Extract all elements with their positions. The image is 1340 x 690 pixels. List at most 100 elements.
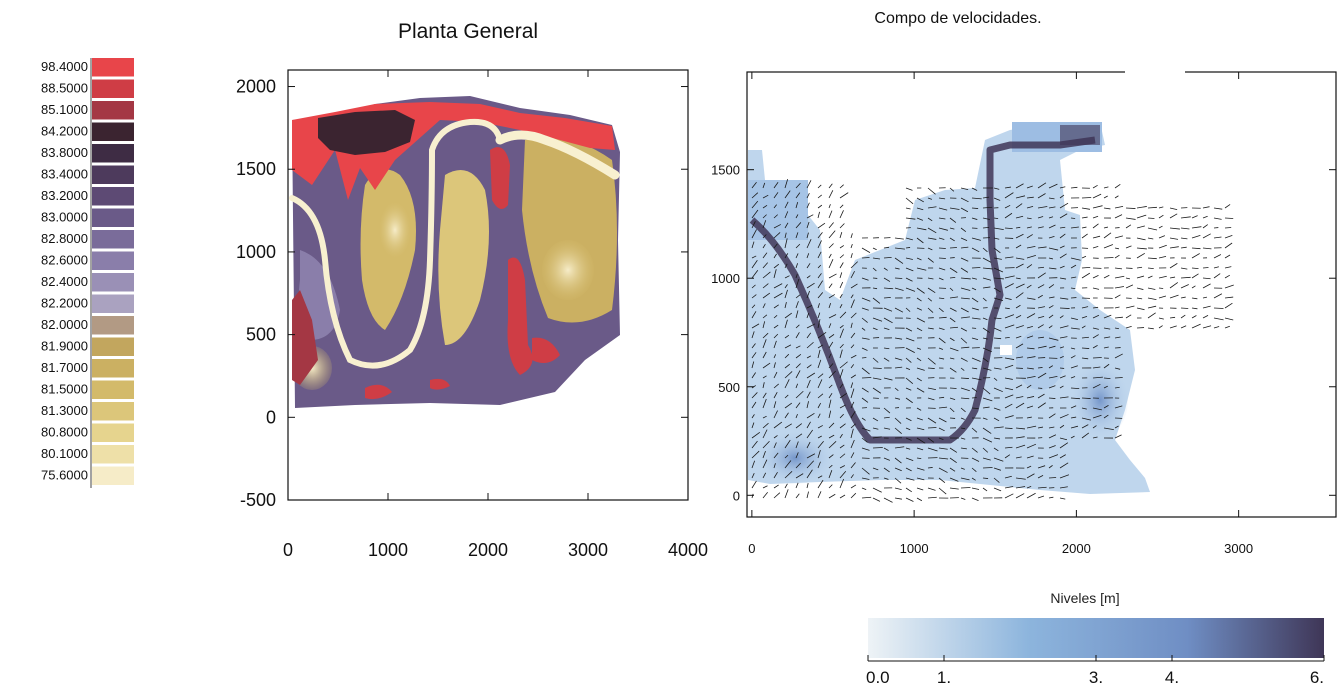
velocity-arrow: [916, 457, 922, 460]
velocity-arrow: [1037, 372, 1047, 379]
velocity-arrow: [916, 347, 922, 350]
velocity-arrow: [1202, 233, 1211, 239]
velocity-arrow: [1213, 266, 1219, 269]
velocity-arrow: [1015, 315, 1022, 319]
velocity-arrow: [949, 276, 956, 279]
velocity-arrow: [905, 377, 914, 384]
velocity-arrow: [784, 302, 787, 309]
velocity-arrow: [982, 357, 989, 363]
velocity-arrow: [971, 267, 981, 269]
velocity-arrow: [762, 243, 766, 249]
velocity-arrow: [949, 397, 956, 400]
velocity-arrow: [982, 196, 990, 199]
velocity-arrow: [850, 364, 855, 369]
velocity-arrow: [1048, 296, 1055, 299]
velocity-arrow: [960, 337, 968, 344]
velocity-arrow: [971, 447, 978, 453]
velocity-arrow: [1004, 204, 1011, 209]
velocity-arrow: [1191, 315, 1197, 319]
velocity-arrow: [762, 422, 769, 429]
velocity-arrow: [1048, 314, 1054, 319]
velocity-arrow: [784, 238, 788, 249]
velocity-arrow: [1180, 314, 1186, 319]
velocity-arrow: [1180, 325, 1187, 329]
velocity-arrow: [1180, 227, 1190, 230]
velocity-arrow: [751, 432, 761, 439]
velocity-arrow: [1059, 396, 1069, 399]
velocity-arrow: [1092, 215, 1099, 219]
velocity-arrow: [773, 435, 778, 439]
velocity-arrow: [1015, 215, 1024, 219]
velocity-arrow: [949, 367, 957, 373]
velocity-arrow: [927, 387, 937, 390]
velocity-arrow: [762, 303, 766, 309]
velocity-arrow: [1147, 327, 1154, 330]
velocity-arrow: [1136, 252, 1145, 259]
right-y-tick-label: 1500: [711, 163, 740, 178]
velocity-arrow: [982, 257, 992, 263]
velocity-arrow: [1070, 264, 1077, 269]
velocity-arrow: [762, 321, 766, 329]
velocity-arrow: [817, 292, 824, 299]
velocity-arrow: [850, 270, 855, 279]
velocity-arrow: [817, 222, 826, 229]
velocity-arrow: [762, 194, 769, 199]
velocity-arrow: [828, 384, 833, 389]
velocity-arrow: [839, 184, 844, 189]
velocity-arrow: [894, 477, 902, 484]
velocity-arrow: [784, 402, 793, 409]
velocity-arrow: [1202, 215, 1208, 219]
velocity-arrow: [1037, 393, 1045, 399]
velocity-arrow: [795, 253, 799, 259]
velocity-arrow: [883, 297, 891, 299]
velocity-arrow: [795, 214, 799, 219]
velocity-arrow: [1180, 276, 1191, 279]
velocity-arrow: [1103, 314, 1112, 319]
velocity-arrow: [982, 447, 989, 453]
velocity-arrow: [971, 367, 978, 370]
velocity-arrow: [806, 429, 814, 439]
velocity-arrow: [1191, 267, 1199, 269]
velocity-arrow: [1103, 346, 1109, 349]
velocity-arrow: [784, 471, 793, 479]
velocity-arrow: [784, 253, 789, 259]
velocity-arrow: [1092, 314, 1100, 319]
velocity-arrow: [1114, 205, 1124, 209]
velocity-arrow: [883, 467, 890, 473]
velocity-arrow: [938, 307, 944, 313]
velocity-arrow: [850, 388, 855, 399]
velocity-arrow: [960, 297, 970, 300]
velocity-arrow: [927, 206, 937, 209]
velocity-arrow: [1125, 217, 1136, 220]
velocity-arrow: [993, 457, 1004, 462]
velocity-arrow: [938, 457, 949, 460]
velocity-arrow: [905, 477, 915, 481]
velocity-arrow: [839, 369, 844, 379]
velocity-arrow: [828, 454, 834, 459]
velocity-arrow: [795, 324, 800, 329]
velocity-arrow: [773, 392, 778, 399]
velocity-arrow: [1202, 305, 1211, 309]
velocity-arrow: [817, 435, 822, 439]
velocity-arrow: [1026, 347, 1035, 350]
velocity-arrow: [949, 357, 955, 360]
velocity-arrow: [905, 287, 916, 292]
velocity-arrow: [1048, 267, 1057, 270]
velocity-arrow: [1114, 214, 1123, 219]
velocity-arrow: [817, 303, 820, 309]
legend-swatch: [92, 466, 134, 485]
velocity-arrow: [828, 493, 836, 499]
velocity-arrow: [751, 209, 759, 219]
left-y-tick-label: 1000: [236, 242, 276, 262]
velocity-arrow: [960, 417, 965, 420]
velocity-arrow: [828, 334, 835, 339]
velocity-arrow: [1114, 275, 1125, 279]
velocity-arrow: [817, 232, 823, 239]
left-axis-ticks: 0 1000 2000 3000 4000 2000 1500 1000 500 0 -500: [236, 70, 708, 560]
velocity-arrow: [817, 331, 827, 339]
velocity-arrow: [905, 457, 914, 461]
legend-swatch: [92, 273, 134, 292]
velocity-arrow: [806, 364, 812, 369]
velocity-arrow: [839, 328, 844, 339]
velocity-arrow: [817, 373, 824, 379]
